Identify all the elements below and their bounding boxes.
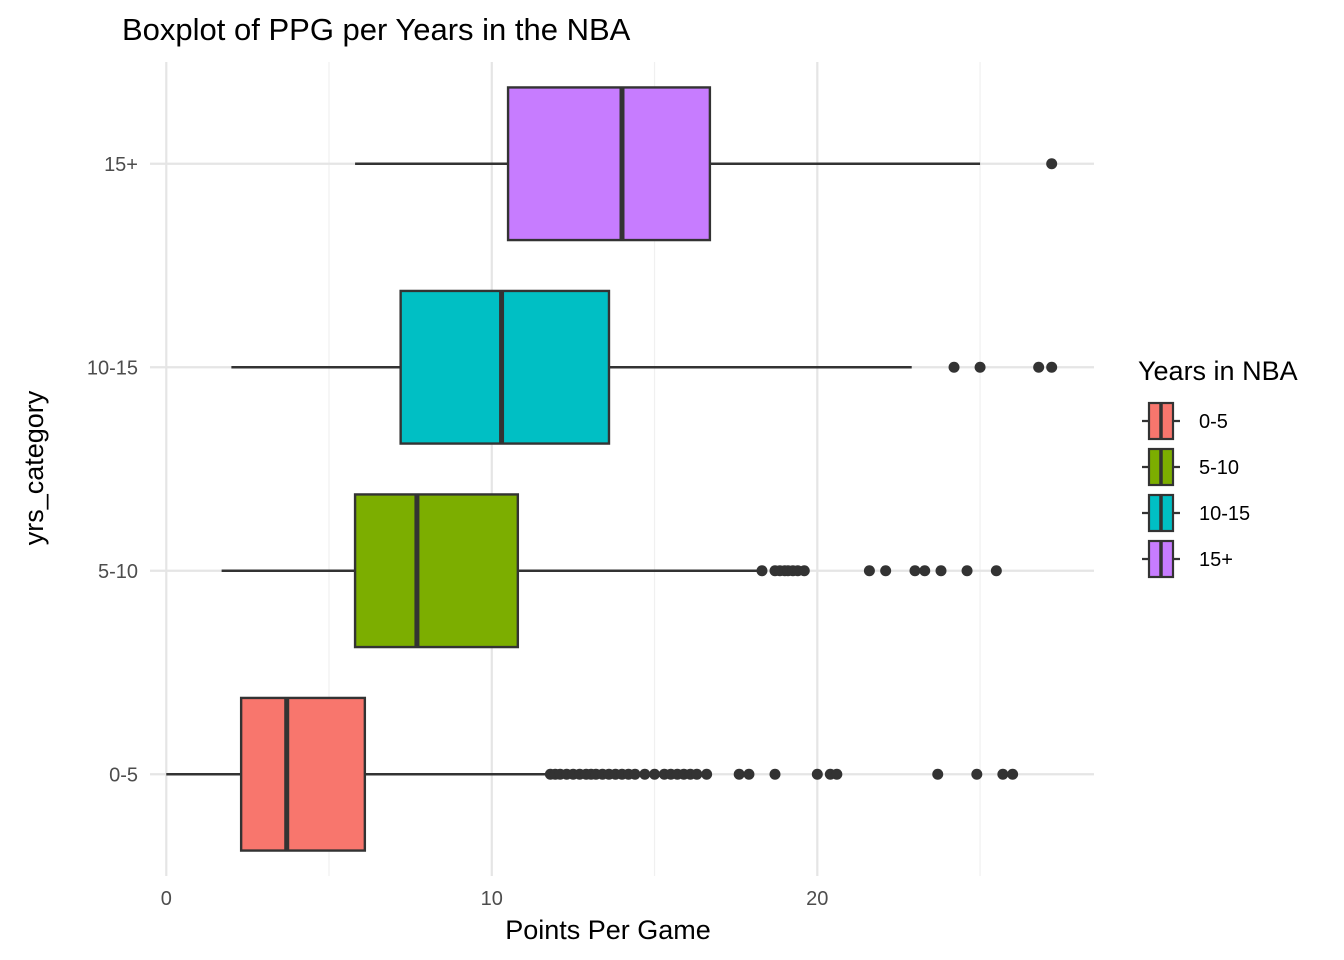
outlier-point: [971, 768, 983, 780]
y-tick-label: 5-10: [98, 561, 138, 583]
box-15+: [355, 86, 981, 242]
outlier-point: [1033, 361, 1045, 373]
box-iqr: [399, 289, 611, 445]
legend-key-5-10: 5-10: [1142, 447, 1239, 487]
outlier-point: [639, 768, 651, 780]
outlier-point: [701, 768, 713, 780]
x-tick-label: 10: [481, 888, 503, 910]
chart-title: Boxplot of PPG per Years in the NBA: [122, 12, 631, 47]
outlier-point: [863, 565, 875, 577]
outlier-point: [769, 768, 781, 780]
outlier-point: [733, 768, 745, 780]
outlier-point: [743, 768, 755, 780]
y-tick-label: 15+: [104, 154, 138, 176]
outliers: [544, 158, 1058, 780]
outlier-point: [1007, 768, 1019, 780]
outlier-point: [649, 768, 661, 780]
legend-key-0-5: 0-5: [1142, 401, 1228, 441]
y-axis-ticks: 0-5 5-10 10-15 15+: [87, 154, 138, 787]
outlier-point: [935, 565, 947, 577]
outlier-point: [798, 565, 810, 577]
legend-key-10-15: 10-15: [1142, 493, 1250, 533]
outlier-point: [1046, 158, 1058, 170]
legend: Years in NBA 0-5 5-10 10-15 15+: [1138, 356, 1298, 579]
x-axis-ticks: 0 10 20: [161, 888, 829, 910]
outlier-point: [919, 565, 931, 577]
outlier-point: [990, 565, 1002, 577]
box-5-10: [221, 493, 759, 649]
legend-label: 5-10: [1199, 457, 1239, 479]
y-tick-label: 0-5: [109, 764, 138, 786]
outlier-point: [909, 565, 921, 577]
x-axis-title: Points Per Game: [505, 915, 711, 945]
legend-label: 15+: [1199, 549, 1233, 571]
outlier-point: [961, 565, 973, 577]
box-10-15: [231, 289, 912, 445]
y-tick-label: 10-15: [87, 357, 138, 379]
y-axis-title: yrs_category: [19, 390, 49, 545]
outlier-point: [1046, 361, 1058, 373]
outlier-point: [629, 768, 641, 780]
legend-key-15+: 15+: [1142, 539, 1233, 579]
outlier-point: [691, 768, 703, 780]
legend-label: 0-5: [1199, 411, 1228, 433]
outlier-point: [974, 361, 986, 373]
outlier-point: [997, 768, 1009, 780]
box-0-5: [166, 696, 548, 852]
boxes: [166, 86, 981, 852]
outlier-point: [831, 768, 843, 780]
box-iqr: [506, 86, 712, 242]
box-iqr: [353, 493, 520, 649]
outlier-point: [756, 565, 768, 577]
x-tick-label: 0: [161, 888, 172, 910]
outlier-point: [948, 361, 960, 373]
box-iqr: [239, 696, 367, 852]
outlier-point: [811, 768, 823, 780]
legend-title: Years in NBA: [1138, 356, 1298, 386]
outlier-point: [932, 768, 944, 780]
x-tick-label: 20: [806, 888, 828, 910]
legend-label: 10-15: [1199, 503, 1250, 525]
outlier-point: [880, 565, 892, 577]
